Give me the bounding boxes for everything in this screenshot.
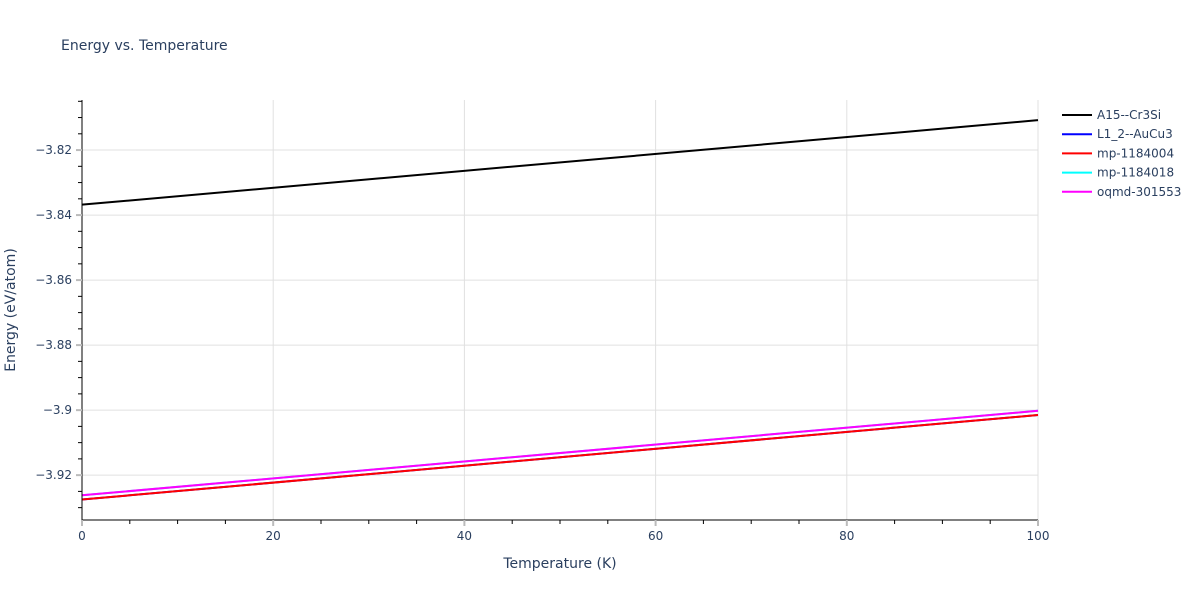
legend-label: mp-1184004 — [1097, 146, 1174, 160]
x-axis-title: Temperature (K) — [502, 556, 616, 572]
y-tick-label: −3.88 — [35, 338, 72, 352]
legend-label: oqmd-301553 — [1097, 185, 1181, 199]
x-tick-label: 20 — [266, 529, 281, 543]
x-tick-label: 80 — [839, 529, 854, 543]
x-tick-label: 100 — [1027, 529, 1050, 543]
chart-title: Energy vs. Temperature — [61, 38, 228, 54]
legend-item[interactable]: L1_2--AuCu3 — [1062, 127, 1173, 141]
legend-label: A15--Cr3Si — [1097, 108, 1161, 122]
y-axis-title: Energy (eV/atom) — [3, 248, 19, 372]
legend-label: L1_2--AuCu3 — [1097, 127, 1173, 141]
axes: 0 20 40 60 80 100 −3.82 −3.84 −3.86 −3.88 −3.9 −3.9… — [35, 100, 1049, 543]
series-line-A15--Cr3Si[interactable] — [81, 119, 1039, 206]
series-line-oqmd-301553[interactable] — [81, 409, 1039, 497]
legend: A15--Cr3Si L1_2--AuCu3 mp-1184004 mp-118401… — [1062, 108, 1181, 199]
y-tick-label: −3.86 — [35, 273, 72, 287]
plot-area[interactable] — [81, 119, 1039, 501]
legend-item[interactable]: mp-1184018 — [1062, 166, 1174, 180]
x-tick-label: 60 — [648, 529, 663, 543]
y-tick-label: −3.9 — [43, 403, 72, 417]
legend-item[interactable]: mp-1184004 — [1062, 146, 1174, 160]
legend-item[interactable]: oqmd-301553 — [1062, 185, 1181, 199]
x-tick-label: 0 — [78, 529, 86, 543]
y-tick-label: −3.92 — [35, 468, 72, 482]
gridlines — [82, 100, 1039, 520]
series-line-mp-1184004[interactable] — [81, 414, 1039, 501]
y-tick-label: −3.82 — [35, 143, 72, 157]
legend-item[interactable]: A15--Cr3Si — [1062, 108, 1161, 122]
x-tick-label: 40 — [457, 529, 472, 543]
y-tick-label: −3.84 — [35, 208, 72, 222]
legend-label: mp-1184018 — [1097, 166, 1174, 180]
